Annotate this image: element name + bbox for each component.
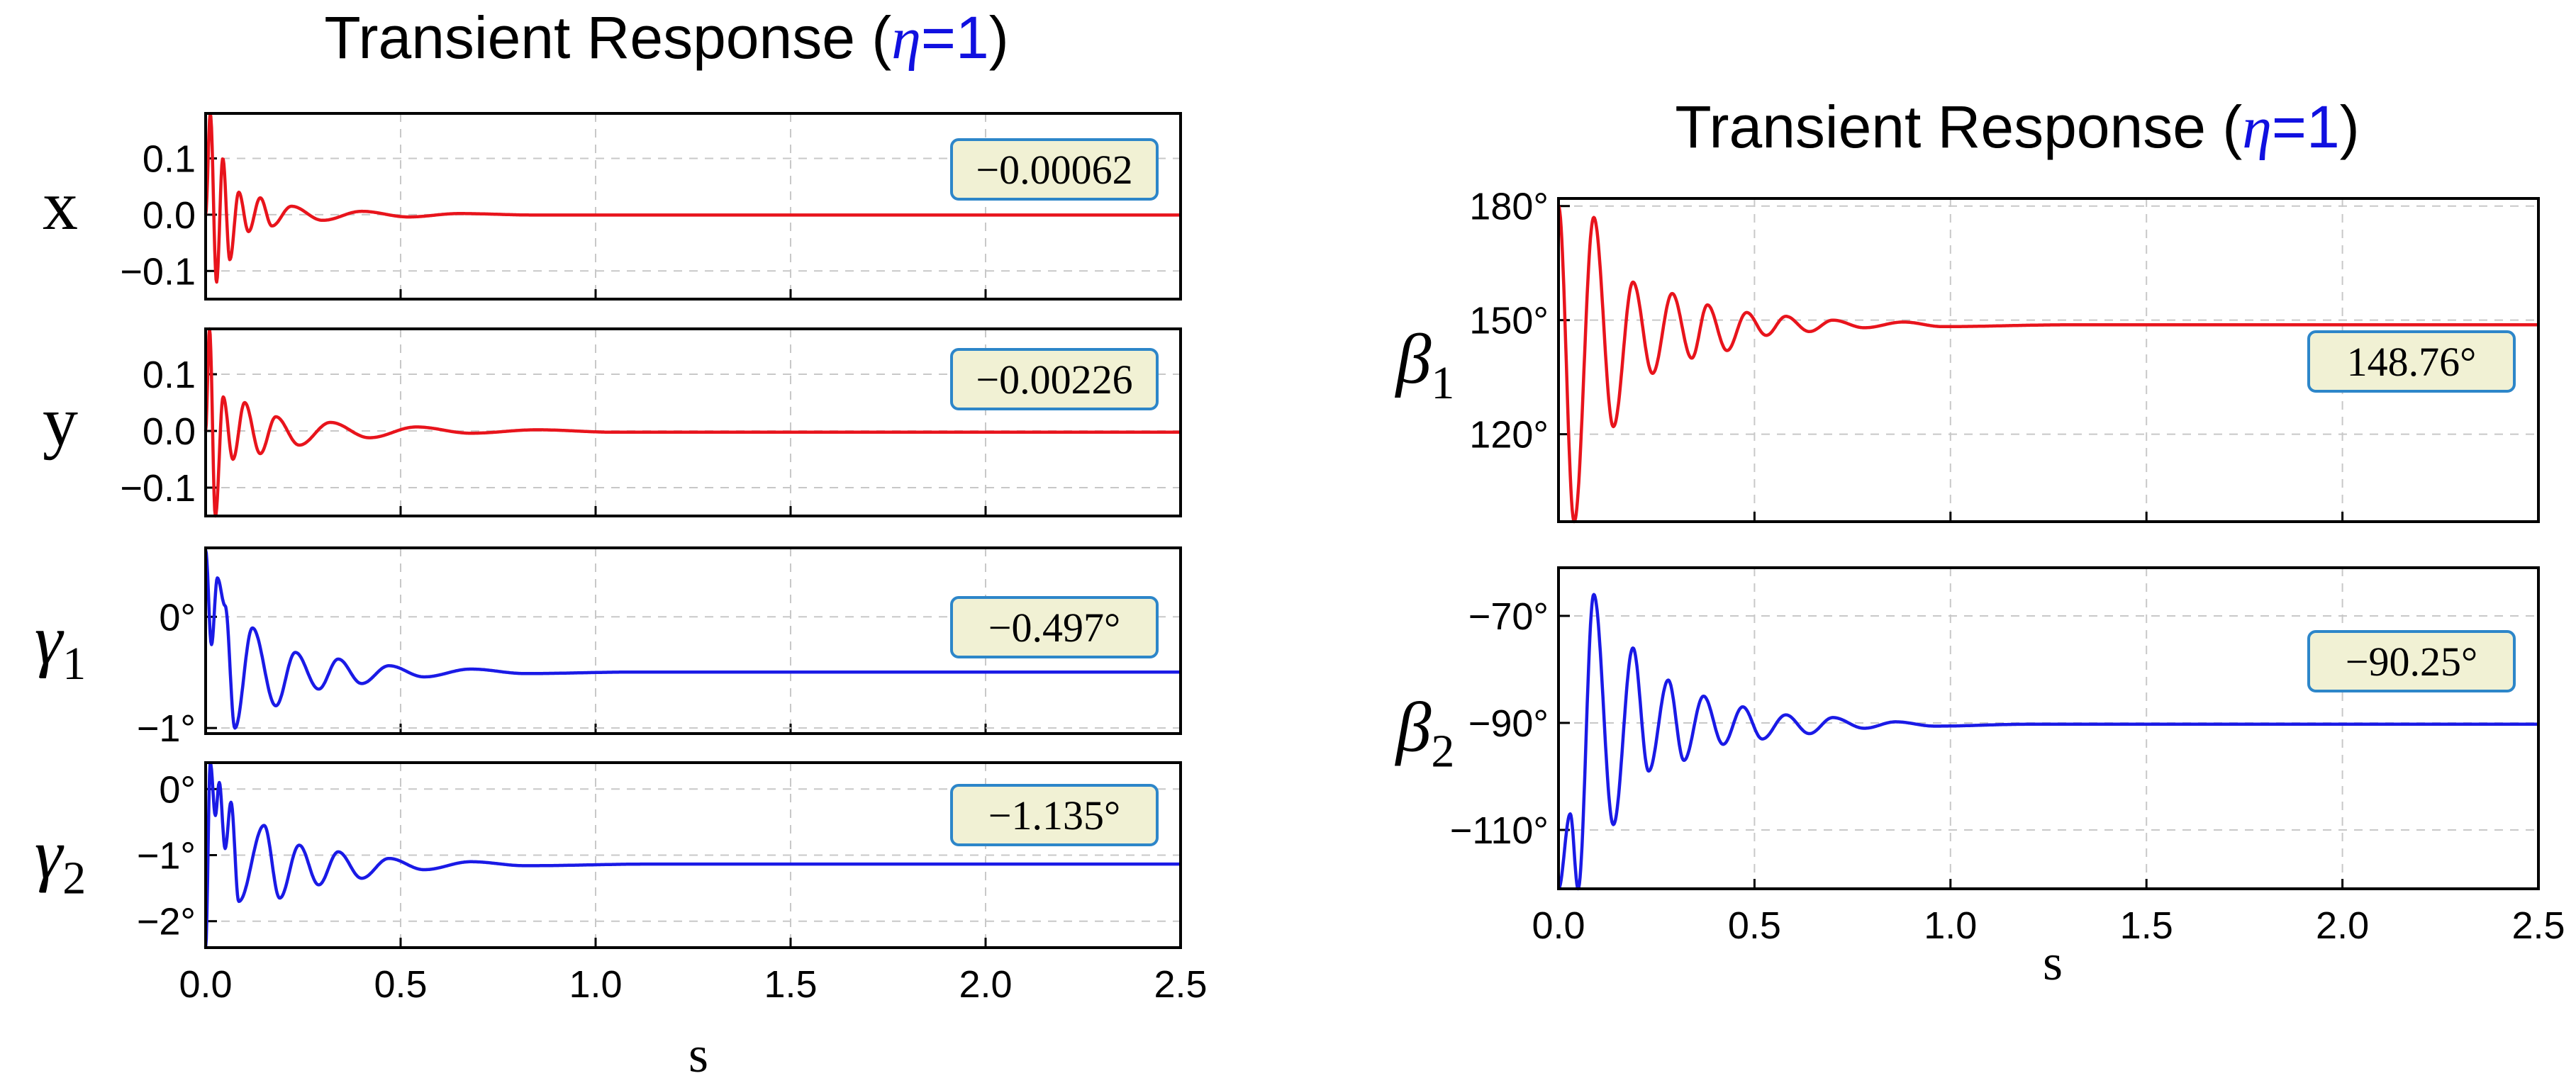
y-axis-symbol: y	[43, 382, 78, 461]
y-tick-label: −2°	[137, 901, 196, 943]
left-title-prefix: Transient Response (	[324, 4, 891, 71]
left-title-close: )	[989, 4, 1009, 71]
y-tick-label: 0.1	[143, 354, 196, 396]
y-axis-subscript: 1	[62, 638, 86, 690]
y-tick-label: 120°	[1469, 414, 1549, 456]
final-value-box	[2307, 630, 2516, 692]
final-value-label: −0.497°	[988, 605, 1120, 651]
x-tick-label: 2.0	[2316, 904, 2369, 947]
final-value-label: −90.25°	[2346, 639, 2477, 685]
x-tick-label: 0.5	[1728, 904, 1781, 947]
y-tick-label: 150°	[1469, 300, 1549, 342]
right-x-axis-label: s	[2043, 934, 2063, 991]
right-title-prefix: Transient Response (	[1675, 94, 2242, 160]
y-axis-symbol: x	[43, 166, 78, 245]
series-line-gamma1	[203, 549, 1182, 730]
x-tick-label: 1.0	[569, 963, 622, 1006]
y-axis-subscript: 2	[62, 853, 86, 904]
chart-y: −0.1 0.0 0.1 −0.00226 y	[43, 327, 1182, 518]
x-tick-label: 1.5	[2120, 904, 2173, 947]
y-axis-subscript: 2	[1431, 726, 1454, 778]
final-value-label: 148.76°	[2347, 339, 2477, 385]
series-line-beta1	[1556, 205, 2540, 524]
right-title-eta: η	[2242, 95, 2272, 161]
chart-gamma1: −1° 0° −0.497° γ1	[35, 546, 1182, 750]
y-tick-label: 180°	[1469, 186, 1549, 228]
y-axis-label: β2	[1395, 688, 1455, 778]
x-tick-label: 2.5	[1154, 963, 1207, 1006]
y-tick-label: −0.1	[120, 250, 196, 293]
x-tick-label: 2.0	[959, 963, 1012, 1006]
final-value-box	[950, 348, 1159, 410]
chart-x: −0.1 0.0 0.1 −0.00062 x	[43, 112, 1182, 301]
x-tick-label: 0.5	[374, 963, 427, 1006]
plot-frame	[204, 761, 1182, 949]
plot-frame	[204, 546, 1182, 735]
plot-frame	[204, 112, 1182, 301]
chart-beta1: 120° 150° 180° 148.76° β1	[1395, 186, 2540, 524]
x-tick-label: 1.5	[764, 963, 817, 1006]
y-tick-label: −70°	[1468, 595, 1549, 638]
y-tick-label: 0°	[159, 596, 196, 639]
x-tick-label: 0.0	[1532, 904, 1585, 947]
x-tick-label: 0.0	[179, 963, 232, 1006]
y-axis-symbol: γ	[35, 600, 65, 679]
final-value-box	[2307, 330, 2516, 393]
plot-frame	[204, 327, 1182, 517]
y-axis-symbol: β	[1395, 688, 1432, 767]
y-axis-label: x	[43, 166, 78, 245]
final-value-label: −0.00062	[976, 147, 1132, 193]
y-axis-symbol: γ	[35, 815, 65, 894]
final-value-label: −1.135°	[988, 792, 1120, 838]
chart-gamma2: −2° −1° 0° −1.135° γ2 0.0 0.5 1.0 1.5 2.0 2.5	[35, 761, 1208, 1006]
left-title-eq: =1	[921, 4, 989, 71]
left-title-eta: η	[891, 6, 921, 72]
left-title: Transient Response (η=1)	[324, 4, 1008, 72]
plot-frame	[1557, 197, 2540, 523]
y-axis-symbol: β	[1395, 320, 1432, 398]
y-tick-label: −1°	[137, 707, 196, 750]
y-axis-subscript: 1	[1431, 357, 1454, 409]
y-tick-label: −90°	[1468, 702, 1549, 745]
y-tick-label: 0.0	[143, 410, 196, 453]
series-line-y	[203, 327, 1182, 518]
y-axis-label: γ1	[35, 600, 86, 690]
y-tick-label: −0.1	[120, 467, 196, 510]
x-tick-label: 1.0	[1924, 904, 1977, 947]
y-tick-label: 0.0	[143, 194, 196, 237]
x-tick-label: 2.5	[2511, 904, 2565, 947]
series-line-beta2	[1557, 593, 2540, 891]
series-line-gamma2	[203, 761, 1182, 948]
y-tick-label: 0.1	[143, 138, 196, 181]
right-title: Transient Response (η=1)	[1675, 94, 2359, 161]
y-tick-label: 0°	[159, 768, 196, 811]
final-value-label: −0.00226	[976, 357, 1132, 403]
right-title-close: )	[2340, 94, 2360, 160]
chart-beta2: −110° −90° −70° −90.25° β2 0.0 0.5 1.0 1.5 2.0 2.5	[1395, 566, 2565, 947]
series-line-x	[203, 112, 1182, 284]
right-title-eq: =1	[2272, 94, 2340, 160]
plot-frame	[1557, 566, 2540, 890]
y-axis-label: β1	[1395, 320, 1455, 409]
y-tick-label: −110°	[1450, 809, 1549, 852]
final-value-box	[950, 596, 1159, 658]
left-x-axis-label: s	[688, 1026, 708, 1083]
y-tick-label: −1°	[137, 835, 196, 877]
final-value-box	[950, 784, 1159, 846]
final-value-box	[950, 138, 1159, 201]
y-axis-label: γ2	[35, 815, 86, 904]
y-axis-label: y	[43, 382, 78, 461]
